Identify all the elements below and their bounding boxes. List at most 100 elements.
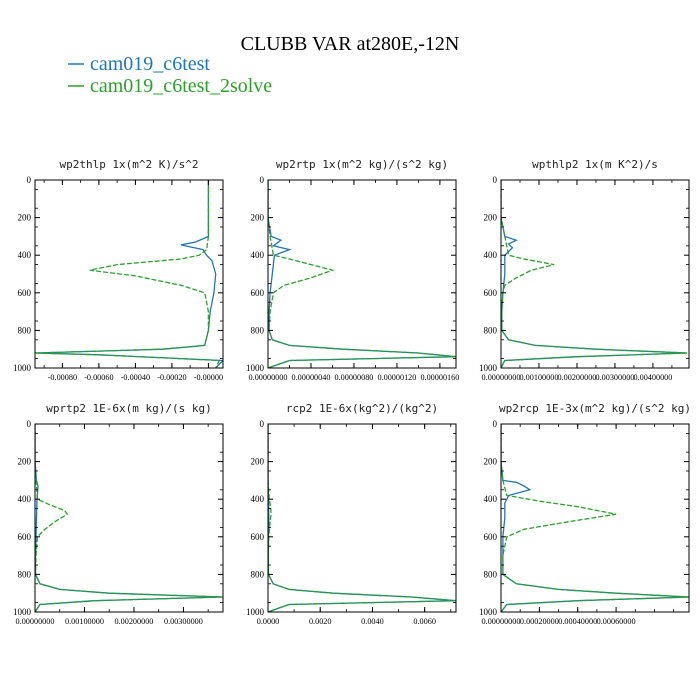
x-tick-label: 0.00200000: [115, 617, 154, 626]
y-tick-label: 400: [484, 494, 498, 504]
x-tick-label: 0.00400000: [633, 373, 672, 382]
y-tick-label: 600: [18, 532, 32, 542]
y-tick-label: 200: [251, 457, 265, 467]
y-tick-label: 600: [251, 288, 265, 298]
y-tick-label: 800: [484, 569, 498, 579]
axes-frame: [34, 179, 224, 369]
y-tick-label: 400: [484, 250, 498, 260]
x-tick-label: 0.00000000: [482, 373, 521, 382]
y-tick-label: 200: [484, 213, 498, 223]
x-tick-label: 0.00060000: [597, 617, 636, 626]
plot-area: [35, 424, 223, 612]
series-line-2: [268, 424, 456, 612]
series-line-2: [35, 180, 221, 368]
y-tick-label: 400: [18, 250, 32, 260]
subplot-grid: wp2thlp 1x(m^2 K)/s^2 0 200 400 600 800 1000 -0…: [13, 158, 691, 626]
x-tick-label: 0.0040: [361, 617, 384, 626]
x-tick-label: 0.00100000: [65, 617, 104, 626]
legend-label-2: cam019_c6test_2solve: [90, 75, 272, 97]
series-line-1: [268, 180, 456, 368]
y-tick-label: 600: [251, 532, 265, 542]
x-tick-label: 0.00000040: [292, 373, 331, 382]
x-tick-label: 0.00000000: [482, 617, 521, 626]
axes-frame: [267, 179, 457, 369]
x-tick-label: 0.00000120: [377, 373, 416, 382]
y-tick-label: 0: [27, 175, 32, 185]
y-tick-label: 0: [27, 419, 32, 429]
subplot-1: wp2thlp 1x(m^2 K)/s^2 0 200 400 600 800 1000 -0…: [13, 158, 224, 382]
y-tick-label: 0: [260, 419, 265, 429]
x-tick-label: 0.00100000: [520, 373, 559, 382]
axes-frame: [34, 423, 224, 613]
series-line-1: [501, 180, 688, 368]
x-tick-label: -0.00040: [121, 373, 150, 382]
x-tick-label: 0.00020000: [520, 617, 559, 626]
y-tick-label: 400: [251, 494, 265, 504]
y-tick-label: 200: [251, 213, 265, 223]
subplot-title: wp2rtp 1x(m^2 kg)/(s^2 kg): [276, 158, 448, 171]
x-tick-label: 0.00000000: [249, 373, 288, 382]
axes-frame: [500, 179, 690, 369]
y-tick-label: 1000: [479, 607, 498, 617]
axes-frame: [500, 423, 690, 613]
series-line-1: [35, 424, 223, 612]
y-tick-label: 200: [18, 213, 32, 223]
x-tick-label: 0.00040000: [558, 617, 597, 626]
x-tick-label: 0.0060: [413, 617, 436, 626]
legend-label-1: cam019_c6test: [90, 53, 210, 75]
y-tick-label: 0: [260, 175, 265, 185]
subplot-5: rcp2 1E-6x(kg^2)/(kg^2) 0 200 400 600 800 1000…: [246, 402, 457, 626]
series-line-2: [268, 180, 456, 368]
subplot-3: wpthlp2 1x(m K^2)/s020040060080010000.00…: [479, 158, 690, 382]
plot-area: [268, 424, 456, 612]
y-tick-label: 800: [484, 325, 498, 335]
plot-area: [268, 180, 456, 368]
series-line-2: [501, 424, 689, 612]
subplot-6: wp2rcp 1E-3x(m^2 kg)/(s^2 kg)0 200 400 600 8…: [479, 402, 691, 626]
series-line-2: [501, 180, 688, 368]
y-tick-label: 800: [251, 569, 265, 579]
y-tick-label: 1000: [246, 363, 265, 373]
x-tick-label: 0.00000160: [420, 373, 459, 382]
x-tick-label: 0.0000: [257, 617, 280, 626]
subplot-title: wp2thlp 1x(m^2 K)/s^2: [59, 158, 198, 171]
y-tick-label: 1000: [479, 363, 498, 373]
x-tick-label: -0.00020: [157, 373, 186, 382]
y-tick-label: 200: [484, 457, 498, 467]
axes-frame: [267, 423, 457, 613]
subplot-2: wp2rtp 1x(m^2 kg)/(s^2 kg) 0 200 400 600 800 1…: [246, 158, 459, 382]
x-tick-label: -0.00080: [48, 373, 77, 382]
subplot-4: wprtp2 1E-6x(m kg)/(s kg) 0 200 400 600 800 10…: [13, 402, 224, 626]
plot-area: [501, 424, 689, 612]
series-line-1: [268, 424, 456, 612]
y-tick-label: 800: [251, 325, 265, 335]
y-tick-label: 600: [484, 532, 498, 542]
plot-area: [35, 180, 223, 368]
series-line-1: [35, 180, 223, 368]
subplot-title: wprtp2 1E-6x(m kg)/(s kg): [46, 402, 212, 415]
y-tick-label: 600: [484, 288, 498, 298]
y-tick-label: 1000: [13, 607, 32, 617]
x-tick-label: 0.0020: [309, 617, 332, 626]
x-tick-label: 0.00000000: [16, 617, 55, 626]
subplot-title: rcp2 1E-6x(kg^2)/(kg^2): [286, 402, 438, 415]
x-tick-label: 0.00300000: [595, 373, 634, 382]
x-tick-label: -0.00000: [194, 373, 223, 382]
plot-area: [501, 180, 688, 368]
x-tick-label: 0.00300000: [164, 617, 203, 626]
y-tick-label: 800: [18, 569, 32, 579]
figure-title: CLUBB VAR at280E,-12N: [241, 33, 460, 55]
y-tick-label: 600: [18, 288, 32, 298]
series-line-2: [35, 424, 223, 612]
y-tick-label: 0: [493, 175, 498, 185]
y-tick-label: 800: [18, 325, 32, 335]
x-tick-label: 0.00200000: [558, 373, 597, 382]
y-tick-label: 400: [251, 250, 265, 260]
subplot-title: wp2rcp 1E-3x(m^2 kg)/(s^2 kg): [499, 402, 691, 415]
x-tick-label: -0.00060: [84, 373, 113, 382]
y-tick-label: 1000: [246, 607, 265, 617]
y-tick-label: 0: [493, 419, 498, 429]
subplot-title: wpthlp2 1x(m K^2)/s: [532, 158, 658, 171]
